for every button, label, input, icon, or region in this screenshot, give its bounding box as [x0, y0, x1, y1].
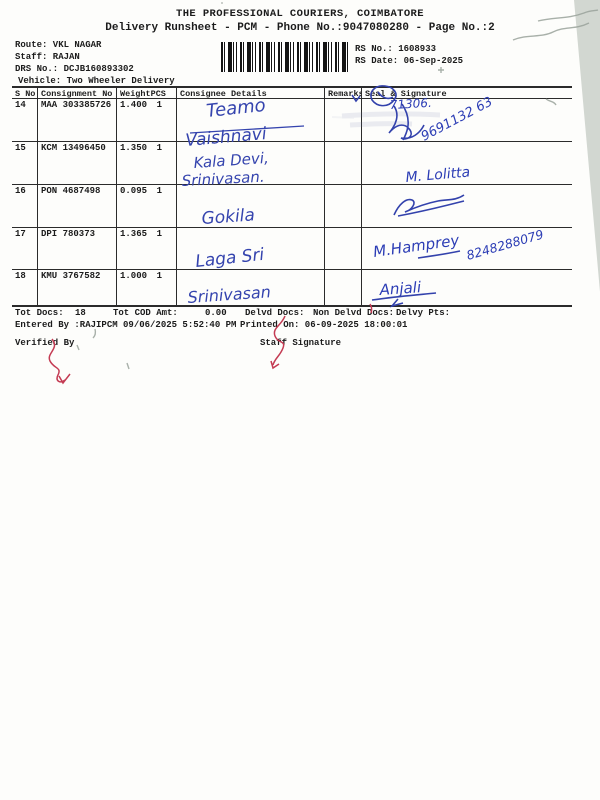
col-header-weight-pcs: Weight PCS [117, 88, 177, 99]
cell-consignee [177, 270, 325, 305]
scanner-background-corner [574, 0, 600, 292]
cell-remarks [325, 142, 362, 185]
cell-weight: 0.095 [120, 186, 148, 196]
col-header-weight: Weight [120, 89, 151, 99]
cell-remarks [325, 228, 362, 270]
staff-signature-label: Staff Signature [260, 338, 342, 348]
cell-seal [362, 142, 572, 185]
staff-line: Staff: RAJAN [15, 52, 80, 62]
route-line: Route: VKL NAGAR [15, 40, 102, 50]
delvy-pts-label: Delvy Pts: [396, 308, 451, 318]
entered-by-line: Entered By :RAJIPCM 09/06/2025 5:52:40 P… [15, 320, 237, 330]
cell-pcs: 1 [156, 186, 162, 196]
cell-pcs: 1 [156, 229, 162, 239]
cell-sno: 14 [12, 99, 38, 142]
col-header-seal: Seal & Signature [362, 88, 572, 99]
cell-weight: 1.400 [120, 100, 148, 110]
printed-on-line: Printed On: 06-09-2025 18:00:01 [240, 320, 408, 330]
cell-sno: 15 [12, 142, 38, 185]
cell-seal [362, 228, 572, 270]
cell-sno: 18 [12, 270, 38, 305]
page-title: THE PROFESSIONAL COURIERS, COIMBATORE [176, 8, 424, 20]
col-header-consignee: Consignee Details [177, 88, 325, 99]
cell-remarks [325, 270, 362, 305]
tot-cod-label: Tot COD Amt: [113, 308, 178, 318]
page-subtitle: Delivery Runsheet - PCM - Phone No.:9047… [105, 22, 495, 34]
cell-weight: 1.000 [120, 271, 148, 281]
cell-weight-pcs: 1.350 1 [117, 142, 177, 185]
cell-weight: 1.365 [120, 229, 148, 239]
cell-consignment: KCM 13496450 [38, 142, 117, 185]
consignment-table: S No Consignment No Weight PCS Consignee… [12, 86, 572, 307]
cell-consignee [177, 142, 325, 185]
tot-docs-label: Tot Docs: [15, 308, 64, 318]
drs-no-line: DRS No.: DCJB160893302 [15, 64, 134, 74]
cell-consignment: KMU 3767582 [38, 270, 117, 305]
cell-remarks [325, 185, 362, 228]
col-header-pcs: PCS [150, 89, 166, 99]
cell-consignment: DPI 780373 [38, 228, 117, 270]
vehicle-line: Vehicle: Two Wheeler Delivery [18, 76, 175, 86]
cell-weight-pcs: 1.000 1 [117, 270, 177, 305]
cell-consignee [177, 99, 325, 142]
cell-pcs: 1 [156, 271, 162, 281]
col-header-sno: S No [12, 88, 38, 99]
cell-consignee [177, 185, 325, 228]
cell-consignment: PON 4687498 [38, 185, 117, 228]
cell-seal [362, 185, 572, 228]
cell-sno: 16 [12, 185, 38, 228]
cell-pcs: 1 [156, 100, 162, 110]
tot-docs-value: 18 [75, 308, 86, 318]
cell-weight: 1.350 [120, 143, 148, 153]
cell-seal [362, 99, 572, 142]
cell-sno: 17 [12, 228, 38, 270]
verified-by-label: Verified By [15, 338, 75, 348]
tot-cod-value: 0.00 [205, 308, 227, 318]
rs-date-line: RS Date: 06-Sep-2025 [355, 56, 464, 66]
barcode [221, 42, 349, 72]
cell-weight-pcs: 0.095 1 [117, 185, 177, 228]
rs-no-line: RS No.: 1608933 [355, 44, 437, 54]
cell-consignee [177, 228, 325, 270]
col-header-remarks: Remarks [325, 88, 362, 99]
cell-weight-pcs: 1.400 1 [117, 99, 177, 142]
non-delvd-label: Non Delvd Docs: [313, 308, 395, 318]
cell-remarks [325, 99, 362, 142]
delvd-docs-label: Delvd Docs: [245, 308, 305, 318]
cell-weight-pcs: 1.365 1 [117, 228, 177, 270]
cell-seal [362, 270, 572, 305]
col-header-consignment: Consignment No [38, 88, 117, 99]
cell-pcs: 1 [156, 143, 162, 153]
cell-consignment: MAA 303385726 [38, 99, 117, 142]
